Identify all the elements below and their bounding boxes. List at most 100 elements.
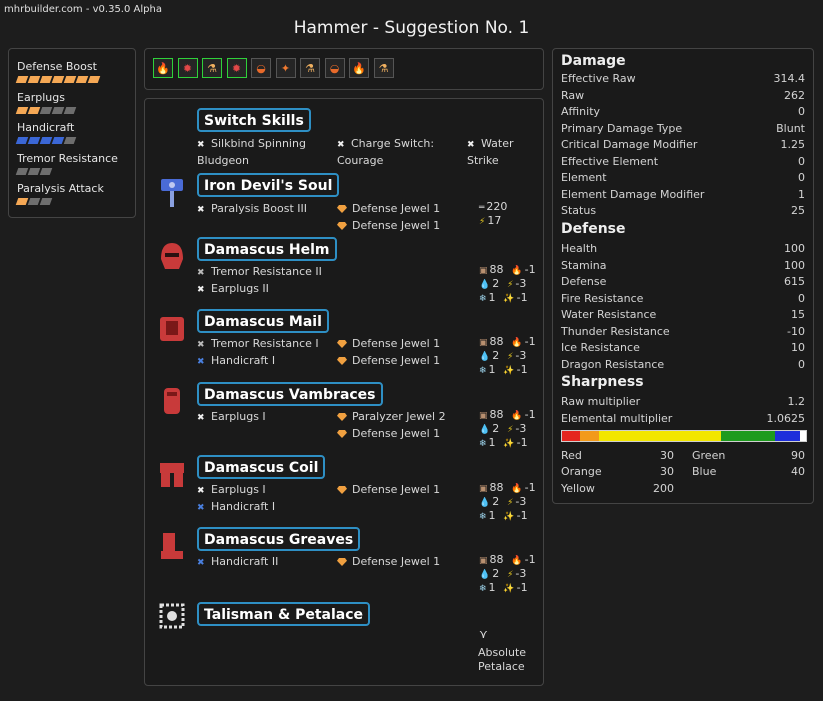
decoration-slot[interactable]: ⚗ — [373, 58, 394, 78]
version-label: mhrbuilder.com - v0.35.0 Alpha — [4, 4, 162, 15]
ice-icon: ❄ — [479, 584, 487, 594]
skill-text: Earplugs I — [211, 410, 266, 423]
defense-value: 88 — [489, 263, 504, 276]
skill-text: Handicraft I — [211, 354, 276, 367]
stat-row: Health 100 — [561, 242, 805, 258]
sharpness-value: 30 — [660, 449, 674, 462]
ice-value: 1 — [488, 509, 496, 522]
decoration-slot[interactable]: ✹ — [177, 58, 198, 78]
skills-panel: Defense Boost Earplugs Handicraft Tremor Re… — [8, 48, 136, 218]
stat-row: Stamina 100 — [561, 259, 805, 275]
thunder-icon: ⚡ — [479, 217, 486, 227]
armor-res-row: ❄ 1 ✨ -1 — [479, 509, 528, 522]
decoration-slot[interactable]: ◒ — [251, 58, 271, 78]
thunder-icon: ⚡ — [504, 425, 514, 435]
damage-section-title: Damage — [561, 53, 626, 69]
sharpness-label: Blue — [692, 465, 717, 478]
stat-value: 1.0625 — [766, 411, 806, 425]
gem-icon — [337, 558, 347, 566]
fire-value: -1 — [524, 263, 536, 276]
stat-row: Element 0 — [561, 171, 805, 187]
sharpness-bar — [561, 430, 807, 442]
decoration-slot[interactable]: ✦ — [275, 58, 296, 78]
armor-name[interactable]: Damascus Helm — [197, 237, 337, 261]
element-value: 17 — [487, 214, 502, 227]
jaw-icon: ✹ — [182, 61, 193, 75]
switch-skills-title[interactable]: Switch Skills — [197, 108, 311, 132]
stat-label: Element — [561, 171, 607, 184]
stat-label: Defense — [561, 275, 607, 288]
stat-label: Raw multiplier — [561, 395, 641, 408]
decoration-slot[interactable]: ⚗ — [202, 58, 222, 78]
skill-level-pips — [15, 106, 77, 114]
gem-icon — [337, 430, 347, 438]
switch-skill-line2: Courage — [337, 154, 384, 167]
dragon-value: -1 — [516, 581, 528, 594]
skill-text: Earplugs II — [211, 282, 269, 295]
skill-pip — [39, 76, 53, 83]
potion-icon: ⚗ — [305, 61, 315, 75]
skill-name: Earplugs — [17, 90, 65, 104]
gem-icon — [337, 222, 347, 230]
water-icon: 💧 — [479, 352, 491, 362]
gem-icon — [337, 486, 347, 494]
dragon-icon: ✨ — [500, 584, 515, 594]
ice-value: 1 — [488, 291, 496, 304]
petalace-name: Absolute — [478, 646, 527, 659]
talisman-name[interactable]: Talisman & Petalace — [197, 602, 371, 626]
armor-name[interactable]: Damascus Mail — [197, 309, 329, 333]
armor-name[interactable]: Damascus Greaves — [197, 527, 361, 551]
armor-skill: ✖ Tremor Resistance II — [197, 265, 322, 278]
armor-name[interactable]: Damascus Vambraces — [197, 382, 383, 406]
skill-level-pips — [15, 167, 53, 175]
weapon-name[interactable]: Iron Devil's Soul — [197, 173, 340, 197]
stat-row: Raw multiplier 1.2 — [561, 395, 805, 411]
skill-pip — [27, 76, 41, 83]
skill-text: Paralysis Boost III — [211, 202, 308, 215]
potion-icon: ⚗ — [207, 61, 217, 75]
skill-pip — [39, 167, 53, 175]
water-value: 2 — [492, 277, 500, 290]
skill-pip — [51, 137, 65, 144]
fire-icon: 🔥 — [508, 411, 523, 421]
stat-value: 1 — [798, 187, 805, 201]
skill-icon: ✖ — [197, 205, 205, 215]
thunder-value: -3 — [515, 277, 527, 290]
defense-section-title: Defense — [561, 221, 626, 237]
armor-res-row: 💧 2 ⚡ -3 — [479, 495, 526, 508]
stat-value: 0 — [798, 291, 805, 305]
skill-icon: ✖ — [197, 285, 205, 295]
decoration-slot[interactable]: ⚗ — [300, 58, 320, 78]
gem-icon — [337, 340, 347, 348]
jewel-slot: Defense Jewel 1 — [337, 427, 440, 440]
stat-value: 0 — [798, 357, 805, 371]
skill-pip — [15, 106, 29, 114]
stat-row: Affinity 0 — [561, 105, 805, 121]
armor-skill: ✖ Handicraft II — [197, 555, 278, 568]
armor-res-row: ❄ 1 ✨ -1 — [479, 581, 528, 594]
armor-skill: ✖ Tremor Resistance I — [197, 337, 319, 350]
defense-value: 88 — [489, 553, 504, 566]
stat-row: Fire Resistance 0 — [561, 292, 805, 308]
stats-panel: Damage Effective Raw 314.4 Raw 262 Affinity 0 P… — [552, 48, 814, 504]
jewel-text: Defense Jewel 1 — [352, 219, 441, 232]
sharpness-label: Orange — [561, 465, 602, 478]
skill-pip — [39, 137, 53, 144]
armor-name[interactable]: Damascus Coil — [197, 455, 326, 479]
jewel-slot: Defense Jewel 1 — [337, 202, 440, 215]
decoration-slot[interactable]: 🔥 — [153, 58, 173, 78]
defense-value: 88 — [489, 481, 504, 494]
sharpness-value: 90 — [791, 449, 805, 462]
shield-icon: ▣ — [479, 484, 488, 494]
decoration-slot[interactable]: ◒ — [324, 58, 345, 78]
decoration-slot[interactable]: 🔥 — [349, 58, 369, 78]
stat-value: -10 — [787, 324, 805, 338]
stat-label: Raw — [561, 88, 585, 102]
jewel-slot: Defense Jewel 1 — [337, 337, 440, 350]
jaw-icon: ✹ — [231, 61, 242, 75]
decoration-slot[interactable]: ✹ — [226, 58, 247, 78]
coil-icon — [155, 457, 189, 491]
skill-icon: ✖ — [197, 140, 205, 150]
armor-defense-row: ▣ 88 🔥 -1 — [479, 553, 536, 566]
dragon-icon: ✨ — [500, 294, 515, 304]
